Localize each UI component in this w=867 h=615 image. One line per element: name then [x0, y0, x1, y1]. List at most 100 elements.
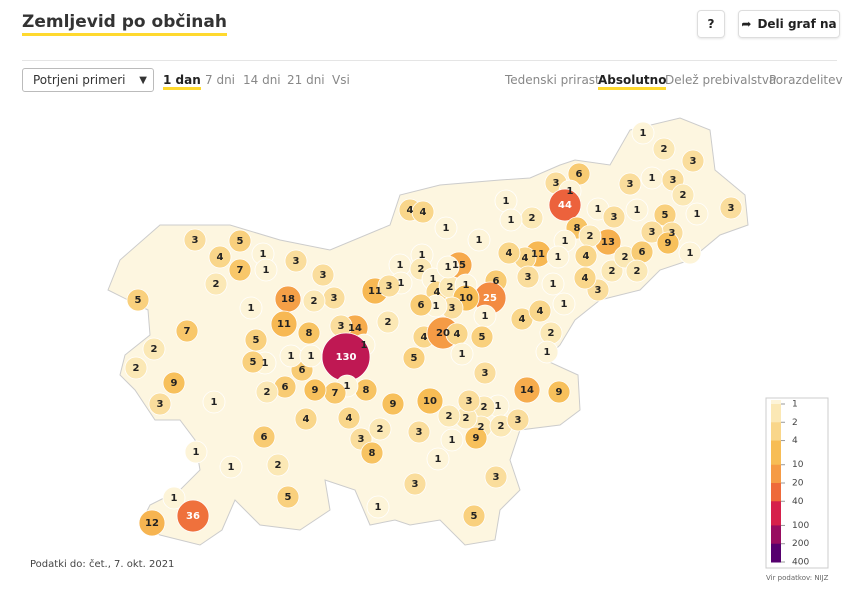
municipality-label: 2	[498, 421, 505, 432]
municipality	[202, 390, 226, 414]
help-button[interactable]: ?	[697, 10, 725, 38]
municipality-label: 3	[493, 472, 500, 483]
tab[interactable]: 21 dni	[287, 73, 325, 87]
municipality	[450, 342, 474, 366]
municipality	[204, 272, 228, 296]
municipality-label: 4	[421, 332, 428, 343]
municipality	[284, 249, 308, 273]
municipality-label: 2	[587, 231, 594, 242]
municipality-label: 130	[336, 352, 357, 363]
municipality-label: 1	[288, 351, 295, 362]
municipality-label: 6	[282, 382, 289, 393]
municipality-label: 36	[186, 511, 200, 522]
legend-color	[771, 501, 781, 526]
legend-color	[771, 525, 781, 545]
municipality	[528, 299, 552, 323]
municipality	[162, 371, 186, 395]
municipality	[219, 455, 243, 479]
municipality	[497, 241, 521, 265]
municipality-label: 3	[466, 396, 473, 407]
municipality-label: 6	[576, 169, 583, 180]
municipality	[625, 198, 649, 222]
legend-label: 1	[792, 400, 798, 410]
municipality	[142, 337, 166, 361]
municipality-label: 2	[311, 296, 318, 307]
municipality	[297, 321, 321, 345]
municipality-label: 11	[531, 249, 545, 260]
municipality-label: 1	[544, 347, 551, 358]
municipality-label: 2	[151, 344, 158, 355]
municipality	[368, 417, 392, 441]
municipality	[437, 404, 461, 428]
tab[interactable]: Absolutno	[598, 73, 667, 90]
municipality-label: 3	[412, 479, 419, 490]
municipality-label: 1	[694, 209, 701, 220]
municipality	[381, 392, 405, 416]
municipality-label: 1	[634, 205, 641, 216]
tab[interactable]: 1 dan	[163, 73, 201, 90]
municipality-label: 9	[390, 399, 397, 410]
municipality	[671, 183, 695, 207]
municipality	[244, 328, 268, 352]
separator	[22, 60, 837, 61]
measure-select[interactable]: Potrjeni primeri ▼	[22, 68, 154, 92]
legend-color	[771, 404, 781, 423]
municipality-label: 3	[553, 178, 560, 189]
municipality	[402, 346, 426, 370]
tab[interactable]: Delež prebivalstva	[665, 73, 777, 87]
legend-color	[771, 483, 781, 502]
municipality-label: 1	[495, 401, 502, 412]
tab[interactable]: Vsi	[332, 73, 350, 87]
municipality-label: 20	[436, 328, 450, 339]
legend-color	[771, 400, 781, 404]
municipality-label: 1	[508, 215, 515, 226]
municipality-label: 2	[463, 413, 470, 424]
municipality-label: 1	[430, 274, 437, 285]
municipality-label: 4	[583, 251, 590, 262]
municipality-label: 4	[303, 414, 310, 425]
municipality-label: 15	[452, 260, 466, 271]
share-button[interactable]: ➦ Deli graf na	[738, 10, 840, 38]
municipality-label: 2	[478, 422, 485, 433]
municipality	[377, 274, 401, 298]
municipality-label: 6	[299, 365, 306, 376]
tab[interactable]: 14 dni	[243, 73, 281, 87]
municipality-label: 1	[375, 502, 382, 513]
municipality	[311, 263, 335, 287]
legend-label: 40	[792, 497, 804, 507]
municipality-label: 1	[562, 236, 569, 247]
municipality	[462, 504, 486, 528]
municipality-label: 8	[306, 328, 313, 339]
municipality-label: 14	[520, 385, 534, 396]
municipality	[270, 310, 298, 338]
municipality-label: 2	[548, 328, 555, 339]
municipality-label: 1	[435, 454, 442, 465]
municipality-label: 3	[690, 156, 697, 167]
municipality	[176, 499, 210, 533]
municipality-label: 1	[260, 249, 267, 260]
municipality	[183, 228, 207, 252]
municipality-label: 1	[503, 196, 510, 207]
municipality-label: 2	[385, 317, 392, 328]
municipality	[685, 202, 709, 226]
legend-label: 200	[792, 539, 809, 549]
tab[interactable]: 7 dni	[205, 73, 236, 87]
tab[interactable]: Porazdelitev	[769, 73, 843, 87]
municipality-label: 4	[582, 273, 589, 284]
municipality-label: 4	[346, 413, 353, 424]
municipality-label: 7	[332, 388, 339, 399]
municipality-label: 1	[449, 435, 456, 446]
municipality-label: 1	[397, 260, 404, 271]
municipality-label: 1	[482, 311, 489, 322]
tab[interactable]: Tedenski prirast	[505, 73, 600, 87]
municipality-label: 3	[649, 227, 656, 238]
municipality-label: 8	[369, 448, 376, 459]
municipality	[148, 392, 172, 416]
municipality-label: 4	[420, 207, 427, 218]
municipality	[464, 426, 488, 450]
municipality-label: 2	[529, 213, 536, 224]
municipality-label: 3	[595, 285, 602, 296]
municipality-label: 1	[344, 381, 351, 392]
